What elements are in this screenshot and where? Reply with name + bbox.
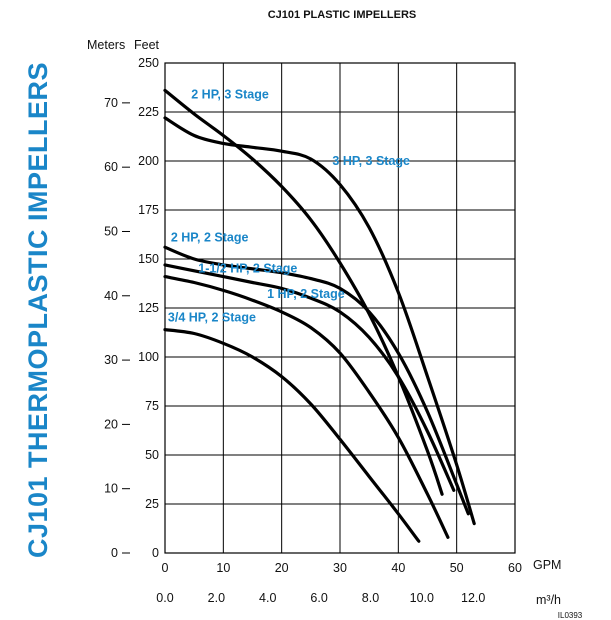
curve-2-hp-2-stage	[163, 245, 470, 516]
figure-code: IL0393	[558, 611, 583, 620]
curves	[163, 88, 476, 543]
curve-1-hp-2-stage	[163, 275, 450, 539]
m3h-tick-label: 2.0	[208, 591, 225, 605]
feet-tick-label: 200	[138, 154, 159, 168]
meters-tick-label: 60	[104, 160, 118, 174]
feet-tick-label: 150	[138, 252, 159, 266]
meters-tick-label: 0	[111, 546, 118, 560]
gpm-tick-label: 20	[275, 561, 289, 575]
feet-tick-label: 225	[138, 105, 159, 119]
feet-tick-label: 175	[138, 203, 159, 217]
m3h-unit-label: m³/h	[536, 593, 561, 607]
grid	[165, 63, 515, 553]
meters-tick-label: 50	[104, 224, 118, 238]
gpm-tick-label: 40	[391, 561, 405, 575]
gpm-unit-label: GPM	[533, 558, 561, 572]
feet-tick-label: 0	[152, 546, 159, 560]
label-2-hp-3-stage: 2 HP, 3 Stage	[191, 87, 269, 101]
label-3-hp-3-stage: 3 HP, 3 Stage	[332, 154, 410, 168]
gpm-tick-label: 30	[333, 561, 347, 575]
feet-tick-label: 50	[145, 448, 159, 462]
meters-tick-label: 70	[104, 96, 118, 110]
side-title: CJ101 THERMOPLASTIC IMPELLERS	[23, 62, 53, 558]
label-1-hp-2-stage: 1 HP, 2 Stage	[267, 287, 345, 301]
curve-1-1-2-hp-2-stage	[163, 263, 456, 492]
meters-tick-label: 10	[104, 482, 118, 496]
gpm-tick-label: 60	[508, 561, 522, 575]
curve-2-hp-3-stage	[163, 88, 444, 496]
m3h-tick-label: 0.0	[156, 591, 173, 605]
curve-3-hp-3-stage	[163, 116, 476, 526]
meters-tick-label: 20	[104, 417, 118, 431]
gpm-tick-label: 10	[216, 561, 230, 575]
m3h-axis-ticks: 0.0 2.0 4.0 6.0 8.0 10.0 12.0	[156, 591, 485, 605]
feet-tick-label: 25	[145, 497, 159, 511]
meters-axis-ticks: 0 10 20 30 40 50 60 70	[104, 96, 130, 560]
m3h-tick-label: 8.0	[362, 591, 379, 605]
plot-frame	[164, 62, 516, 554]
label-3-4-hp-2-stage: 3/4 HP, 2 Stage	[168, 311, 256, 325]
label-2-hp-2-stage: 2 HP, 2 Stage	[171, 230, 249, 244]
meters-unit-label: Meters	[87, 38, 125, 52]
feet-unit-label: Feet	[134, 38, 160, 52]
chart-title: CJ101 PLASTIC IMPELLERS	[268, 9, 417, 21]
feet-tick-label: 75	[145, 399, 159, 413]
m3h-tick-label: 4.0	[259, 591, 276, 605]
curve-3-4-hp-2-stage	[163, 328, 421, 543]
m3h-tick-label: 10.0	[410, 591, 434, 605]
feet-tick-label: 250	[138, 56, 159, 70]
meters-tick-label: 30	[104, 353, 118, 367]
gpm-tick-label: 50	[450, 561, 464, 575]
feet-tick-label: 100	[138, 350, 159, 364]
label-1-1-2-hp-2-stage: 1-1/2 HP, 2 Stage	[198, 262, 297, 276]
m3h-tick-label: 12.0	[461, 591, 485, 605]
gpm-axis-ticks: 0 10 20 30 40 50 60	[162, 561, 522, 575]
feet-tick-label: 125	[138, 301, 159, 315]
m3h-tick-label: 6.0	[310, 591, 327, 605]
feet-axis-ticks: 0 25 50 75 100 125 150 175 200 225 250	[138, 56, 159, 560]
gpm-tick-label: 0	[162, 561, 169, 575]
meters-tick-label: 40	[104, 289, 118, 303]
series-labels: 2 HP, 3 Stage 3 HP, 3 Stage 2 HP, 2 Stage 1…	[168, 87, 410, 324]
